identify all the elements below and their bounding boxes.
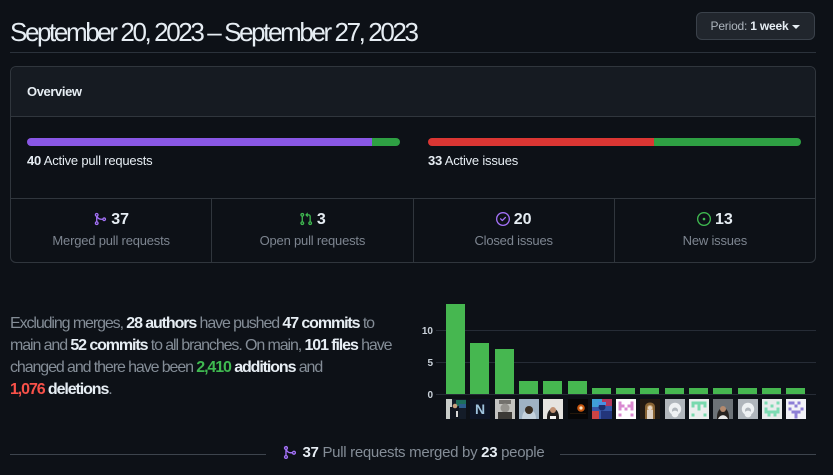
svg-text:N: N [475,401,485,417]
